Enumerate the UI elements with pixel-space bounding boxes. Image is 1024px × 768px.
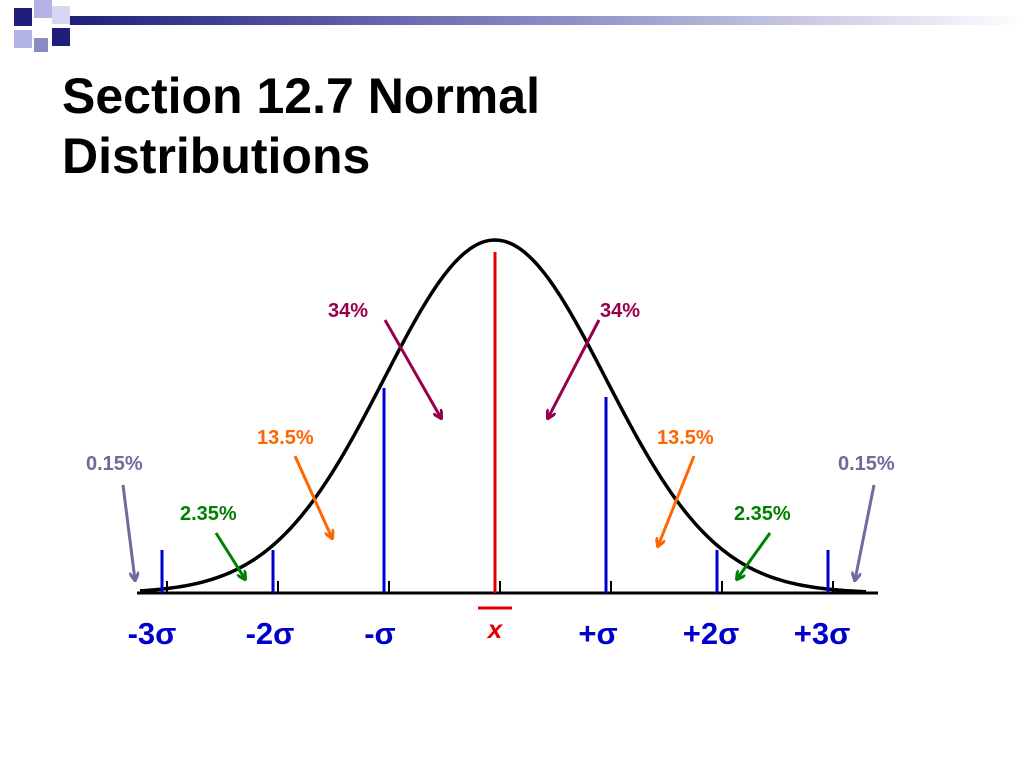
sigma-label-plus2: +2σ — [683, 616, 740, 651]
arrow-34-right — [548, 319, 601, 418]
sigma-label-minus2: -2σ — [246, 616, 295, 651]
percent-label-0-15-right: 0.15% — [838, 453, 895, 475]
percent-label-0-15-left: 0.15% — [86, 453, 143, 475]
arrow-2-35-right — [737, 532, 772, 579]
arrow-2-35-left — [214, 532, 245, 579]
sigma-label-minus1: -σ — [364, 616, 396, 651]
slide-title: Section 12.7 Normal Distributions — [62, 66, 962, 186]
percent-label-2-35-left: 2.35% — [180, 503, 237, 525]
percent-label-13-5-left: 13.5% — [257, 427, 314, 449]
sigma-label-plus3: +3σ — [794, 616, 851, 651]
percent-label-34-right: 34% — [600, 300, 640, 322]
decoration-square — [34, 38, 48, 52]
arrow-13-5-left — [293, 455, 332, 538]
arrow-34-left — [383, 319, 441, 418]
sigma-label-plus1: +σ — [578, 616, 617, 651]
percent-label-34-left: 34% — [328, 300, 368, 322]
sigma-label-minus3: -3σ — [128, 616, 177, 651]
slide-title-line: Distributions — [62, 128, 371, 184]
percent-label-13-5-right: 13.5% — [657, 427, 714, 449]
title-decoration — [14, 0, 1024, 52]
mean-label: x — [486, 614, 504, 644]
bell-curve — [139, 238, 867, 594]
decoration-square — [14, 30, 32, 48]
decoration-bar — [70, 16, 1024, 25]
decoration-square — [34, 0, 52, 18]
arrow-0-15-left — [121, 484, 135, 580]
arrow-0-15-right — [855, 484, 876, 580]
arrow-13-5-right — [658, 455, 696, 546]
decoration-square — [52, 28, 70, 46]
decoration-square — [52, 6, 70, 24]
percent-label-2-35-right: 2.35% — [734, 503, 791, 525]
slide-title-line: Section 12.7 Normal — [62, 68, 540, 124]
decoration-square — [14, 8, 32, 26]
